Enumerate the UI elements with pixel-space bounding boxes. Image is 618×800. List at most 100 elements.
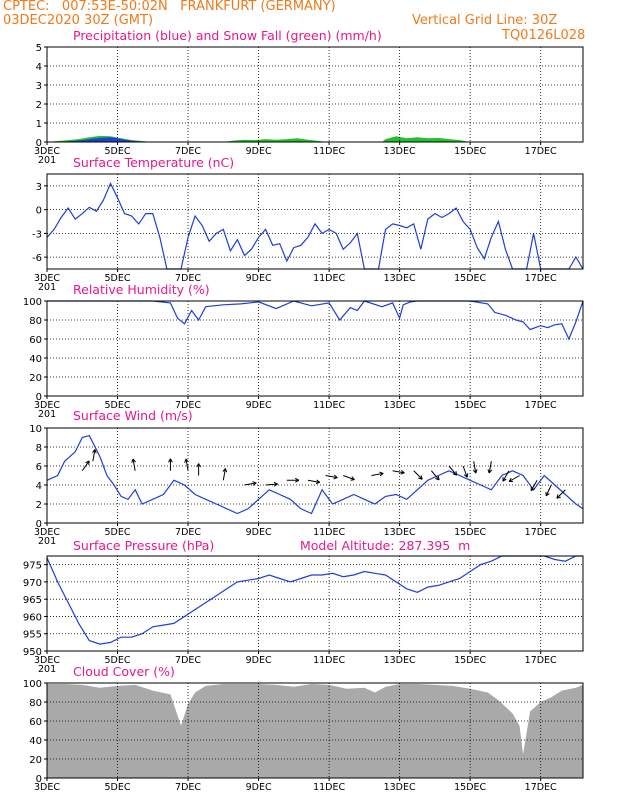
x-tick-label: 9DEC [246,400,272,411]
y-tick-label: 100 [23,297,42,308]
wind-arrow-shaft [265,483,278,486]
wind-arrow-head [350,479,355,481]
wind-arrow-shaft [430,470,440,481]
x-tick-label: 15DEC [454,527,486,538]
wind-arrow-head [224,468,228,473]
x-tick-label: 7DEC [175,782,201,793]
x-tick-label: 13DEC [384,527,416,538]
x-tick-label: 3DEC [34,400,60,411]
y-tick-label: 20 [29,755,42,766]
wind-arrow-head [273,481,278,485]
snowfall-area [47,135,583,142]
y-tick-label: 60 [29,335,42,346]
wind-arrow-shaft [371,472,384,476]
wind-arrow-shaft [307,479,320,483]
x-tick-label: 3DEC [34,273,60,284]
x-tick-label: 17DEC [525,527,557,538]
x-year-fragment: 201 [38,155,56,166]
x-tick-label: 17DEC [525,655,557,666]
header-grid-note: Vertical Grid Line: 30Z [412,13,558,28]
x-tick-label: 11DEC [313,782,345,793]
wind-arrow-head [252,481,257,484]
model-altitude-note: Model Altitude: 287.395 m [300,538,471,553]
x-tick-label: 13DEC [384,146,416,157]
y-tick-label: 0 [36,392,42,403]
x-tick-label: 9DEC [246,146,272,157]
x-tick-label: 13DEC [384,400,416,411]
panel-frame [46,682,584,779]
panel-frame [46,555,584,652]
wind-arrow-head [466,473,469,478]
wind-arrow-head [545,493,550,497]
wind-arrow-head [530,488,535,492]
y-tick-label: 8 [36,443,42,454]
y-tick-label: 965 [23,595,42,606]
wind-arrow-shaft [545,484,552,497]
x-tick-label: 7DEC [175,146,201,157]
wind-arrow-head [295,477,300,481]
wind-arrow-head [169,458,173,463]
x-tick-label: 15DEC [454,146,486,157]
wind-arrow-shaft [448,465,458,476]
wind-arrow-shaft [343,475,355,481]
x-tick-label: 17DEC [525,273,557,284]
y-tick-label: 2 [36,100,42,111]
y-tick-label: 955 [23,630,42,641]
y-tick-label: 5 [36,43,42,54]
x-tick-label: 15DEC [454,655,486,666]
wind-arrow-shaft [556,489,566,499]
x-tick-label: 11DEC [313,655,345,666]
panel-frame [46,173,584,270]
wind-arrow-shaft [392,470,405,474]
wind-arrow-shaft [413,470,423,480]
wind-arrow-head [379,473,384,477]
y-tick-label: -6 [32,253,42,264]
wind-arrow-shaft [185,458,189,471]
x-tick-label: 7DEC [175,655,201,666]
x-tick-label: 7DEC [175,400,201,411]
x-tick-label: 13DEC [384,655,416,666]
y-tick-label: 20 [29,373,42,384]
wind-arrow-head [556,496,561,499]
wind-arrow-head [487,469,490,474]
x-tick-label: 9DEC [246,655,272,666]
wind-arrow-head [488,469,493,474]
wind-arrow-head [196,463,200,468]
wind-arrow-head [400,472,405,475]
panel-1: 3 0 -3 -6 3DEC 5DEC 7DEC 9DEC 11DEC 13DEC 15DEC 17D… [32,173,584,293]
wind-arrow-head [222,468,226,472]
series-line [46,555,583,645]
wind-arrow-shaft [462,465,468,478]
wind-arrow-shaft [502,470,510,482]
panel-4: 950 955 960 965 970 975 3DEC 5DEC 7DEC 9DEC 11DEC 1… [23,555,584,675]
x-tick-label: 3DEC [34,782,60,793]
cloud-cover-area [47,683,583,778]
wind-arrow-head [463,474,468,478]
y-tick-label: 80 [29,698,42,709]
panel-title-pressure: Surface Pressure (hPa) [73,538,215,553]
wind-arrow-head [168,458,171,463]
panel-title-wind: Surface Wind (m/s) [73,408,193,423]
x-tick-label: 9DEC [246,273,272,284]
precipitation-area [47,137,153,142]
y-tick-label: 100 [23,679,42,690]
wind-arrow-head [185,458,189,463]
wind-arrow-shaft [81,460,90,472]
panel-title-humidity: Relative Humidity (%) [73,282,210,297]
wind-arrow-head [556,494,559,499]
x-tick-label: 11DEC [313,273,345,284]
wind-arrow-shaft [222,468,226,481]
wind-arrow-head [315,481,320,485]
x-tick-label: 5DEC [105,146,131,157]
x-year-fragment: 201 [38,409,56,420]
y-tick-label: 4 [36,62,42,73]
wind-arrow-head [132,458,136,463]
wind-arrow-head [400,469,405,474]
series-line [46,182,584,270]
x-tick-label: 5DEC [105,527,131,538]
wind-arrow-head [333,474,338,478]
wind-arrows [81,449,566,499]
wind-arrow-head [198,463,201,468]
wind-arrow-head [508,477,512,482]
